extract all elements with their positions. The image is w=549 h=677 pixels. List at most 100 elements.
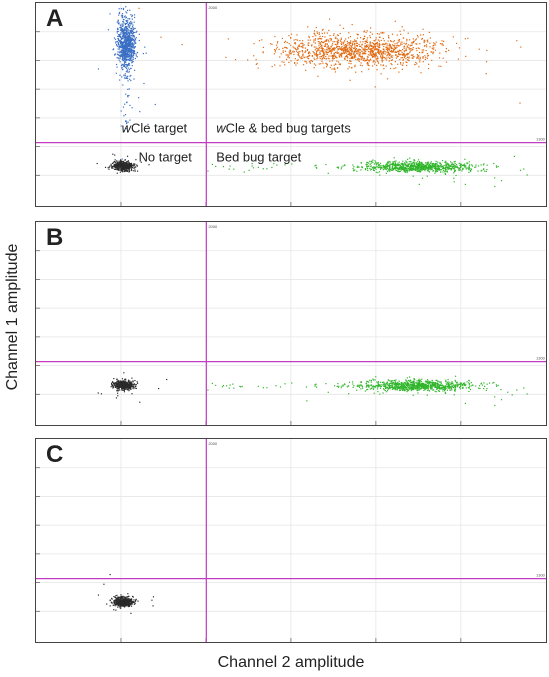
- data-point: [121, 43, 123, 45]
- data-point: [355, 58, 357, 61]
- data-point: [333, 53, 335, 55]
- data-point: [390, 50, 393, 52]
- data-point: [426, 382, 428, 384]
- data-point: [117, 51, 119, 53]
- data-point: [124, 55, 126, 57]
- data-point: [406, 161, 408, 163]
- data-point: [421, 167, 423, 169]
- data-point: [358, 48, 360, 50]
- data-point: [366, 45, 368, 48]
- data-point: [352, 40, 354, 43]
- data-point: [332, 47, 335, 49]
- data-point: [404, 386, 406, 388]
- data-point: [386, 167, 389, 169]
- data-point: [350, 40, 352, 42]
- data-point: [372, 53, 375, 55]
- data-point: [425, 56, 427, 59]
- data-point: [450, 164, 453, 166]
- data-point: [127, 31, 129, 33]
- data-point: [215, 384, 217, 386]
- data-point: [377, 172, 379, 174]
- data-point: [127, 50, 129, 52]
- data-point: [336, 60, 338, 62]
- data-point: [397, 63, 399, 65]
- data-point: [262, 52, 264, 54]
- data-point: [417, 47, 419, 49]
- data-point: [131, 37, 133, 39]
- data-point: [421, 177, 424, 179]
- data-point: [278, 48, 280, 50]
- data-point: [386, 165, 388, 167]
- data-point: [285, 47, 287, 49]
- data-point: [117, 168, 119, 170]
- data-point: [438, 167, 440, 169]
- data-point: [124, 36, 126, 38]
- data-point: [348, 381, 351, 383]
- data-point: [333, 34, 335, 36]
- data-point: [411, 388, 413, 390]
- data-point: [133, 46, 135, 48]
- data-point: [455, 382, 457, 384]
- data-point: [326, 43, 328, 45]
- data-point: [364, 40, 367, 42]
- data-point: [115, 163, 117, 166]
- data-point: [125, 385, 128, 387]
- data-point: [453, 165, 455, 167]
- data-point: [121, 36, 124, 38]
- data-point: [121, 15, 123, 18]
- data-point: [469, 164, 471, 166]
- data-point: [374, 54, 376, 57]
- data-point: [318, 47, 321, 49]
- data-point: [391, 388, 394, 390]
- data-point: [427, 170, 429, 172]
- data-point: [432, 166, 435, 168]
- data-point: [131, 51, 133, 53]
- data-point: [390, 40, 392, 43]
- data-point: [376, 59, 378, 61]
- data-point: [391, 385, 393, 387]
- data-point: [343, 164, 346, 166]
- data-point: [460, 165, 462, 167]
- data-point: [111, 382, 113, 385]
- data-point: [360, 45, 362, 47]
- data-point: [336, 57, 338, 59]
- data-point: [129, 382, 131, 385]
- data-point: [359, 64, 362, 66]
- data-point: [392, 41, 394, 43]
- data-point: [136, 381, 138, 383]
- data-point: [348, 53, 350, 56]
- data-point: [413, 164, 415, 167]
- data-point: [419, 385, 421, 387]
- data-point: [118, 40, 120, 42]
- data-point: [388, 56, 390, 58]
- data-point: [131, 46, 133, 48]
- data-point: [436, 166, 439, 168]
- data-point: [119, 163, 121, 165]
- data-point: [112, 167, 114, 169]
- data-point: [125, 33, 128, 35]
- data-point: [432, 162, 434, 165]
- data-point: [115, 397, 118, 399]
- data-point: [399, 383, 401, 385]
- data-point: [124, 51, 126, 53]
- data-point: [319, 43, 322, 45]
- data-point: [122, 35, 124, 37]
- data-point: [419, 386, 421, 388]
- data-point: [385, 48, 387, 51]
- data-point: [143, 82, 145, 85]
- data-point: [130, 165, 132, 167]
- data-point: [127, 161, 129, 163]
- data-point: [418, 183, 420, 186]
- data-point: [334, 51, 337, 54]
- data-point: [132, 34, 134, 37]
- data-point: [322, 28, 324, 31]
- data-point: [322, 48, 324, 50]
- data-point: [122, 45, 124, 47]
- data-point: [406, 381, 408, 383]
- data-point: [133, 28, 135, 30]
- data-point: [479, 387, 481, 390]
- data-point: [386, 164, 388, 166]
- data-point: [307, 55, 309, 57]
- data-point: [362, 38, 364, 40]
- data-point: [433, 166, 436, 168]
